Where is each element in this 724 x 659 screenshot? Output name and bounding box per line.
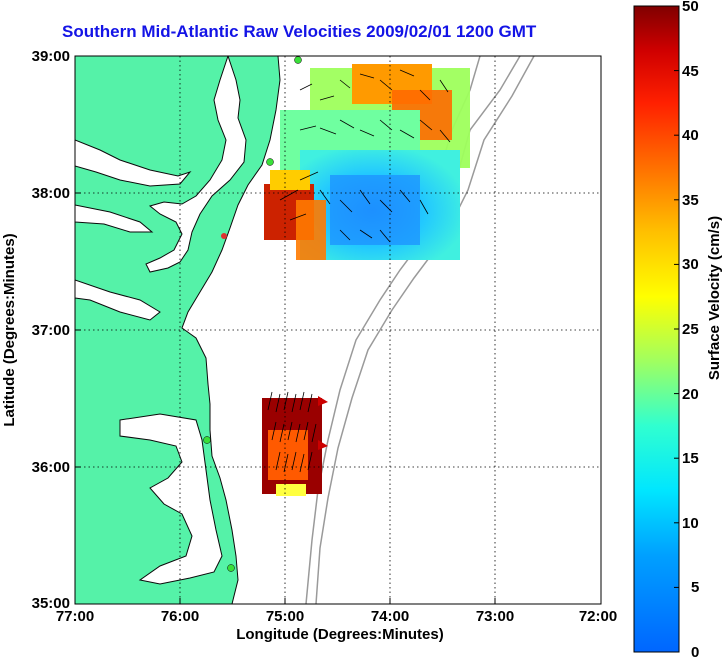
colorbar-tick-label: 25 — [682, 321, 699, 338]
map-plot — [75, 56, 601, 604]
colorbar-tick-labels: 50 45 40 35 30 25 20 15 10 5 0 — [682, 0, 699, 659]
x-tick-labels: 77:00 76:00 75:00 74:00 73:00 72:00 — [56, 608, 617, 625]
velocity-field-south — [262, 398, 322, 496]
colorbar-tick-label: 30 — [682, 256, 699, 273]
colorbar-tick-label: 0 — [691, 644, 699, 659]
x-tick-label: 77:00 — [56, 608, 94, 625]
x-tick-label: 76:00 — [161, 608, 199, 625]
station-markers — [203, 56, 328, 572]
y-tick-label: 39:00 — [32, 48, 70, 65]
map-title: Southern Mid-Atlantic Raw Velocities 200… — [62, 22, 537, 41]
map-grid — [75, 56, 601, 604]
colorbar-tick-label: 5 — [691, 579, 699, 596]
x-tick-label: 72:00 — [579, 608, 617, 625]
pamlico-sound — [119, 413, 223, 585]
chesapeake-bay — [145, 56, 247, 273]
colorbar: 50 45 40 35 30 25 20 15 10 5 0 Surface V… — [633, 0, 723, 659]
colorbar-tick-label: 35 — [682, 192, 699, 209]
x-tick-label: 75:00 — [266, 608, 304, 625]
colorbar-label: Surface Velocity (cm/s) — [706, 216, 723, 380]
y-tick-label: 36:00 — [32, 459, 70, 476]
velocity-arrows — [267, 69, 451, 473]
y-tick-labels: 39:00 38:00 37:00 36:00 35:00 — [32, 48, 70, 612]
colorbar-tick-label: 40 — [682, 127, 699, 144]
velocity-field-north — [264, 64, 470, 260]
colorbar-tick-label: 10 — [682, 515, 699, 532]
y-tick-label: 35:00 — [32, 595, 70, 612]
y-tick-label: 37:00 — [32, 322, 70, 339]
colorbar-tick-label: 50 — [682, 0, 699, 15]
colorbar-tick-label: 45 — [682, 63, 699, 80]
x-tick-label: 73:00 — [476, 608, 514, 625]
colorbar-tick-label: 20 — [682, 386, 699, 403]
x-tick-label: 74:00 — [371, 608, 409, 625]
y-tick-label: 38:00 — [32, 185, 70, 202]
x-axis-label: Longitude (Degrees:Minutes) — [236, 626, 444, 643]
colorbar-tick-label: 15 — [682, 450, 699, 467]
y-axis-label: Latitude (Degrees:Minutes) — [1, 233, 18, 426]
